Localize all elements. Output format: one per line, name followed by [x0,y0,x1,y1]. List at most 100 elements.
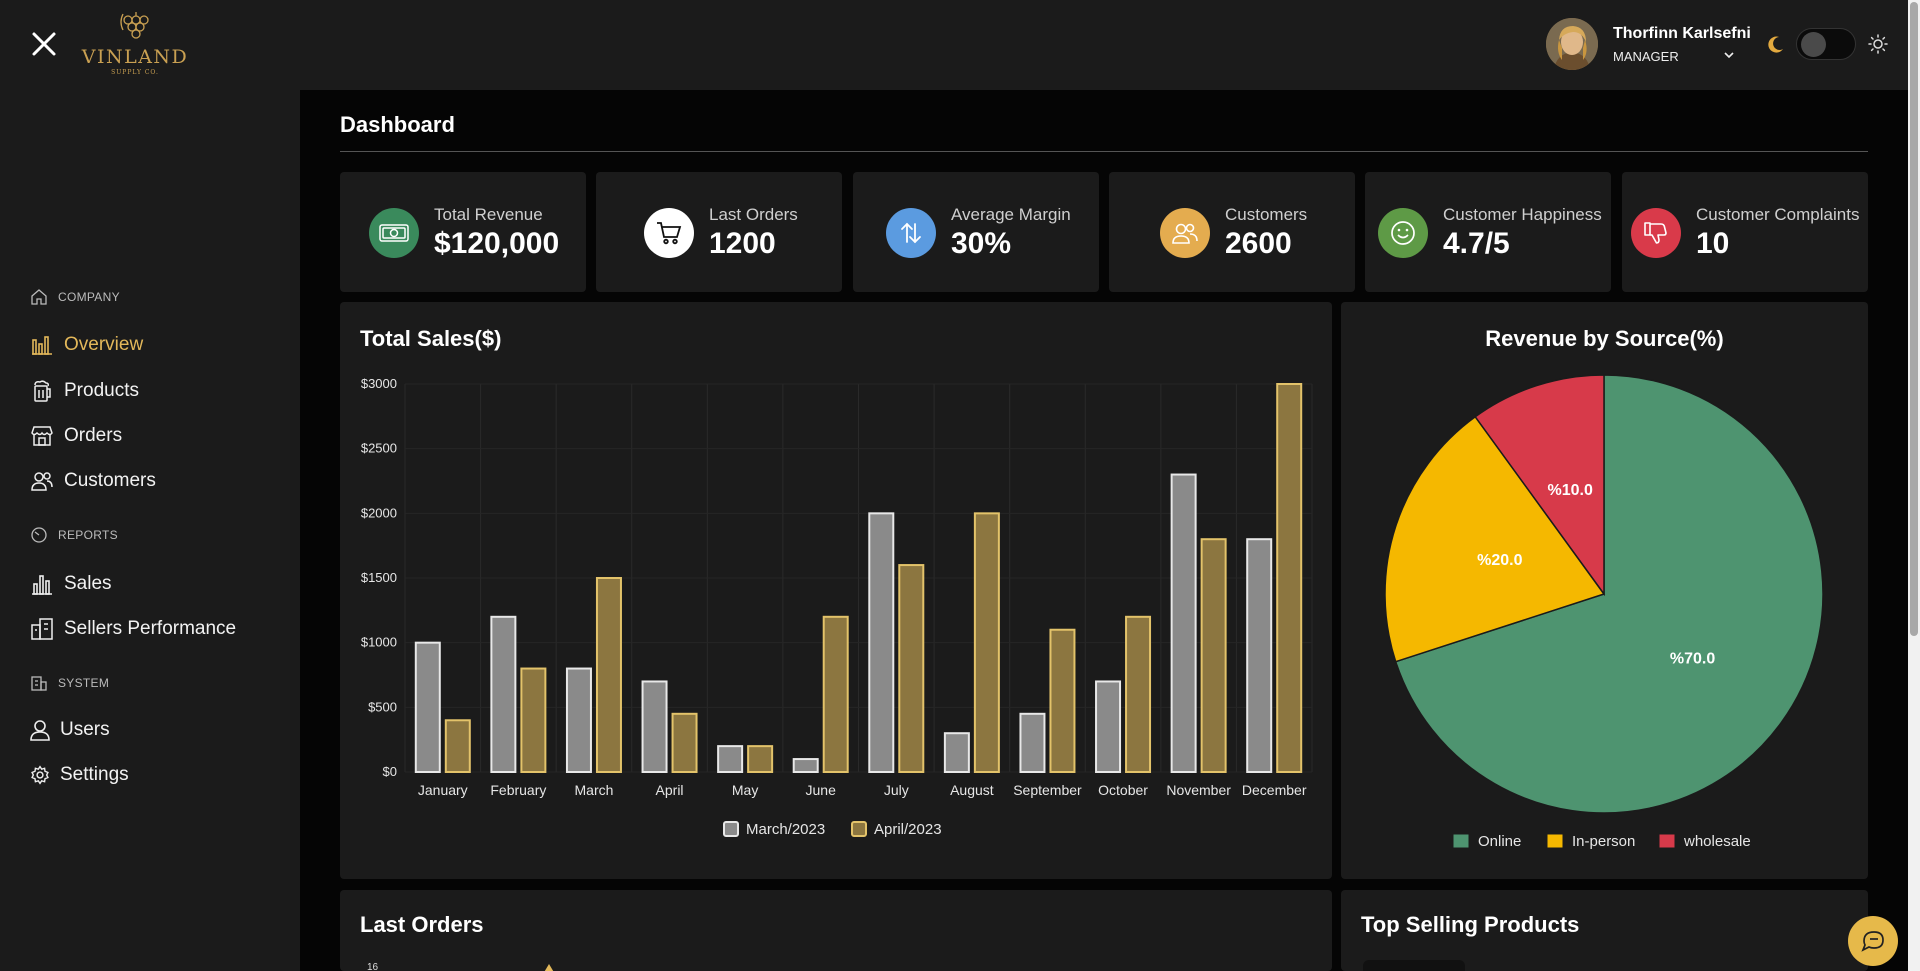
bar-chart-icon [32,336,52,355]
legend-label: April/2023 [874,821,942,838]
brand-logo[interactable]: VINLAND SUPPLY CO. [80,8,190,80]
y-tick-label: $3000 [361,376,397,391]
sidebar-section-label: SYSTEM [58,676,110,690]
stat-card-customers[interactable]: Customers 2600 [1109,172,1355,292]
legend-swatch [1452,833,1470,849]
sidebar-item-settings[interactable]: Settings [30,764,129,786]
theme-toggle[interactable] [1796,28,1856,60]
chevron-down-icon[interactable] [1722,48,1736,62]
sidebar-item-overview[interactable]: Overview [30,334,143,356]
stat-value: 2600 [1225,227,1292,260]
sidebar-section-company: COMPANY [30,288,120,306]
last-orders-point-marker [544,964,554,971]
sidebar-item-customers[interactable]: Customers [30,469,156,493]
legend-label: wholesale [1683,833,1751,850]
y-tick-label: $2500 [361,441,397,456]
pie-data-label: %70.0 [1670,650,1715,667]
y-tick-label: $0 [383,764,397,779]
buildings-icon [31,618,53,640]
stat-label: Average Margin [951,205,1071,224]
stat-label: Total Revenue [434,205,543,224]
top-selling-panel: Top Selling Products [1341,890,1868,971]
legend-swatch [851,821,867,837]
legend-swatch [1658,833,1676,849]
stat-value: 30% [951,227,1012,260]
sidebar-item-orders[interactable]: Orders [30,424,122,448]
revenue-source-title: Revenue by Source(%) [1485,326,1724,351]
bar-march-2023 [717,745,744,773]
x-tick-label: May [732,782,758,798]
sidebar-item-sellers-performance[interactable]: Sellers Performance [30,617,236,641]
pie-slice-in-person [1384,415,1606,663]
x-tick-label: July [884,782,909,798]
stat-value: 10 [1696,227,1730,260]
stat-label: Last Orders [709,205,798,224]
pie-data-label: %10.0 [1547,482,1592,499]
sidebar-item-label: Sellers Performance [64,618,237,639]
bar-april-2023 [1125,615,1152,773]
stat-icon-circle [886,208,936,258]
bar-april-2023 [1276,383,1303,773]
customers-icon [1172,223,1198,244]
brand-name: VINLAND [81,46,189,68]
bar-april-2023 [444,719,471,773]
bar-march-2023 [641,680,668,774]
last-orders-title: Last Orders [360,912,484,937]
avatar-image [1546,18,1598,70]
bar-march-2023 [868,512,895,773]
scrollbar-thumb[interactable] [1910,2,1918,636]
legend-swatch [723,821,739,837]
bar-april-2023 [747,745,774,773]
x-tick-label: March [575,782,614,798]
bar-march-2023 [943,732,970,774]
stat-card-total-revenue[interactable]: Total Revenue $120,000 [340,172,586,292]
pie-slice-wholesale [1474,374,1605,597]
legend-label: March/2023 [746,821,825,838]
last-orders-axis-tick: 16 [367,962,379,971]
stat-card-customer-happiness[interactable]: Customer Happiness 4.7/5 [1365,172,1611,292]
bar-graph-icon [32,575,52,595]
gear-icon [31,765,49,785]
bar-april-2023 [898,564,925,774]
bar-march-2023 [565,667,592,773]
brand-tagline: SUPPLY CO. [111,69,159,76]
sidebar-item-label: Orders [64,425,123,446]
sidebar-item-label: Sales [64,573,112,594]
sales-bar-chart: $0 $500 $1000 $1500 $2000 $2500 $3000 January Fe… [361,376,1313,838]
bar-march-2023 [1246,538,1273,773]
gauge-icon [31,527,47,543]
smile-icon [1391,221,1415,245]
close-menu-button[interactable] [28,28,60,60]
sidebar-section-reports: REPORTS [30,526,118,544]
x-tick-label: February [490,782,546,798]
revenue-pie-chart: %70.0 %20.0 %10.0 Online In-person wholesale [1384,374,1824,850]
stat-value: 1200 [709,227,776,260]
stat-card-last-orders[interactable]: Last Orders 1200 [596,172,842,292]
bar-march-2023 [490,615,517,773]
support-chat-button[interactable] [1848,916,1898,966]
stat-card-average-margin[interactable]: Average Margin 30% [853,172,1099,292]
stat-icon-circle [1631,208,1681,258]
sidebar-item-sales[interactable]: Sales [30,572,112,596]
x-tick-label: April [656,782,684,798]
stat-value: $120,000 [434,227,560,260]
legend-label: Online [1478,833,1521,850]
stat-icon-circle [1160,208,1210,258]
x-tick-label: August [950,782,994,798]
home-icon [31,289,47,305]
users-icon [31,472,53,491]
grapes-icon [120,12,149,39]
stat-card-customer-complaints[interactable]: Customer Complaints 10 [1622,172,1868,292]
page-title: Dashboard [340,112,455,137]
x-tick-label: December [1242,782,1307,798]
avatar[interactable] [1546,18,1598,70]
sidebar-item-products[interactable]: Products [30,379,139,403]
stat-label: Customer Happiness [1443,205,1602,224]
y-tick-label: $500 [368,699,397,714]
sidebar-item-label: Overview [64,334,144,355]
page-scrollbar[interactable] [1908,0,1920,971]
sidebar-item-users[interactable]: Users [30,719,110,741]
user-name[interactable]: Thorfinn Karlsefni [1613,25,1751,42]
total-sales-title: Total Sales($) [360,326,502,351]
close-icon [32,32,56,56]
